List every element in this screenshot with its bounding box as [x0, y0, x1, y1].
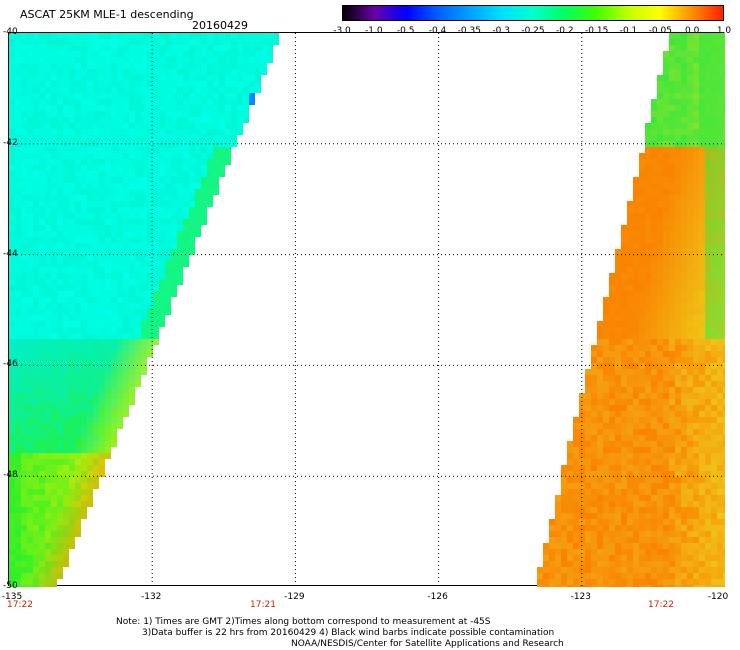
colorbar-label: -0.1	[619, 26, 638, 36]
longitude-tick-label: -129	[284, 592, 305, 602]
colorbar-label: -0.35	[457, 26, 481, 36]
latitude-tick-label: -44	[3, 248, 18, 259]
colorbar-label: -0.3	[492, 26, 510, 36]
note-line-1: Note: 1) Times are GMT 2)Times along bot…	[116, 617, 491, 627]
colorbar-label: -0.25	[521, 26, 545, 36]
map-canvas	[9, 33, 725, 587]
graticule	[9, 33, 725, 587]
time-label: 17:22	[7, 600, 33, 610]
colorbar	[342, 5, 724, 21]
colorbar-label: -3.0	[333, 26, 351, 36]
map-title: ASCAT 25KM MLE-1 descending	[20, 8, 194, 21]
longitude-tick-label: -120	[707, 592, 729, 602]
map-plot	[8, 32, 725, 587]
colorbar-label: 1.0	[716, 26, 732, 36]
note-line-2: 3)Data buffer is 22 hrs from 20160429 4)…	[142, 628, 555, 638]
colorbar-label: -0.4	[428, 26, 447, 36]
map-date: 20160429	[192, 19, 248, 32]
longitude-tick-label: -132	[140, 592, 162, 602]
time-label: 17:21	[250, 600, 276, 610]
time-label: 17:22	[648, 600, 674, 610]
latitude-tick-label: -42	[3, 137, 18, 148]
longitude-tick-label: -135	[1, 592, 23, 602]
colorbar-label: 0.0	[684, 26, 700, 36]
colorbar-label: -0.5	[396, 26, 415, 36]
latitude-tick-label: -48	[3, 470, 18, 481]
colorbar-label: -1.0	[365, 26, 383, 36]
colorbar-label: -0.15	[585, 26, 609, 36]
swath-cells	[9, 33, 725, 587]
note-line-3: NOAA/NESDIS/Center for Satellite Applica…	[291, 639, 564, 649]
latitude-tick-label: -40	[3, 27, 18, 37]
colorbar-label: -0.05	[648, 26, 672, 36]
latitude-tick-label: -50	[3, 581, 18, 591]
latitude-tick-label: -46	[3, 359, 18, 370]
longitude-tick-label: -123	[570, 592, 592, 602]
colorbar-label: -0.2	[556, 26, 574, 36]
longitude-tick-label: -126	[427, 592, 448, 602]
